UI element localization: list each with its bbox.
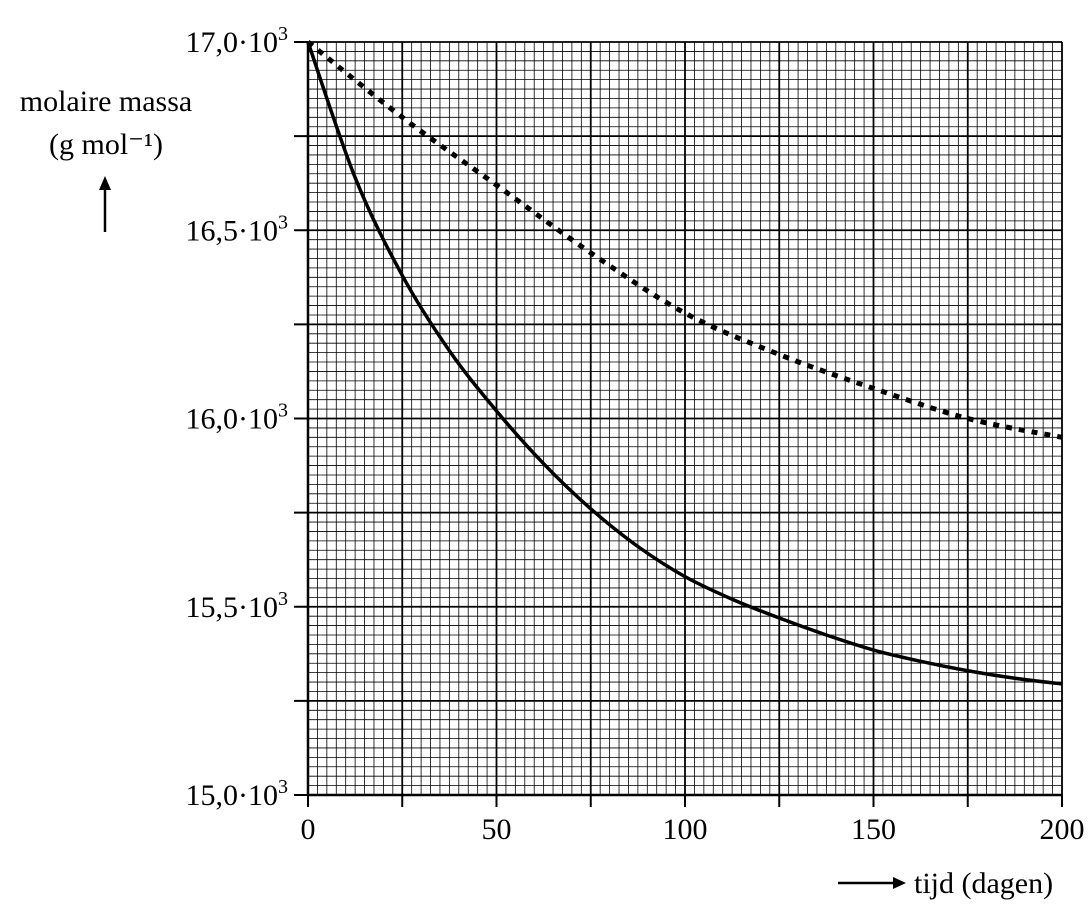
y-axis-label: molaire massa xyxy=(19,85,193,118)
x-tick-label: 100 xyxy=(663,813,708,846)
y-tick-label: 15,5·103 xyxy=(186,588,289,624)
x-axis-label: tijd (dagen) xyxy=(914,867,1053,900)
y-axis-arrow-icon xyxy=(99,176,111,232)
x-tick-label: 50 xyxy=(482,813,512,846)
x-tick-label: 200 xyxy=(1040,813,1085,846)
y-tick-label: 16,5·103 xyxy=(186,211,289,247)
x-tick-label: 0 xyxy=(301,813,316,846)
tick-labels: 0 50 100 150 200 15,0·103 15,5·103 16,0·103 16,5… xyxy=(186,23,1085,846)
x-axis-arrow-icon xyxy=(838,877,906,889)
y-axis-unit: (g mol⁻¹) xyxy=(49,128,163,161)
y-tick-label: 17,0·103 xyxy=(186,23,289,59)
series xyxy=(306,40,1063,686)
solid-series-line xyxy=(306,41,1063,686)
y-tick-label: 15,0·103 xyxy=(186,776,289,812)
y-tick-label: 16,0·103 xyxy=(186,400,289,436)
grid xyxy=(307,41,1063,796)
x-tick-label: 150 xyxy=(851,813,896,846)
axes xyxy=(294,41,1063,807)
